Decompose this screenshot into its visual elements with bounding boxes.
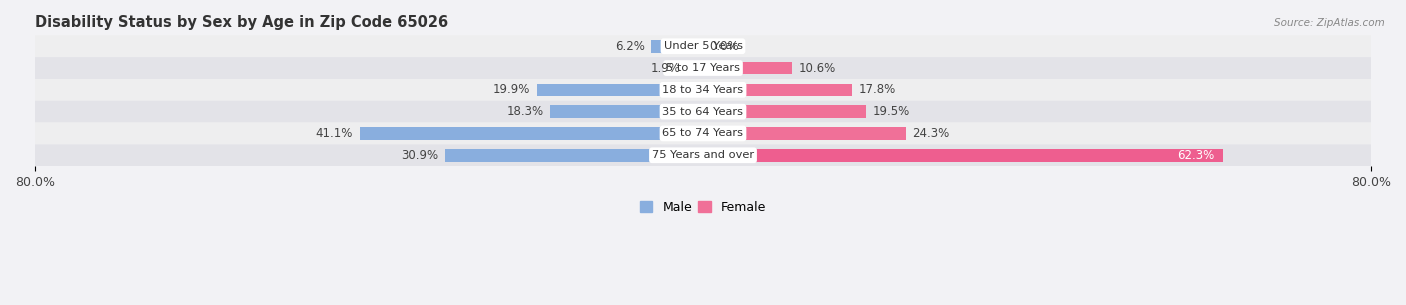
Bar: [651, 40, 703, 52]
FancyBboxPatch shape: [35, 144, 1371, 166]
Text: Source: ZipAtlas.com: Source: ZipAtlas.com: [1274, 18, 1385, 28]
Text: 5 to 17 Years: 5 to 17 Years: [666, 63, 740, 73]
Text: 75 Years and over: 75 Years and over: [652, 150, 754, 160]
FancyBboxPatch shape: [35, 35, 1371, 57]
Text: Disability Status by Sex by Age in Zip Code 65026: Disability Status by Sex by Age in Zip C…: [35, 15, 449, 30]
Text: 30.9%: 30.9%: [401, 149, 439, 162]
Text: 62.3%: 62.3%: [1178, 149, 1215, 162]
Bar: [703, 84, 852, 96]
Text: 35 to 64 Years: 35 to 64 Years: [662, 107, 744, 117]
Bar: [688, 62, 703, 74]
Bar: [703, 127, 905, 140]
Legend: Male, Female: Male, Female: [636, 196, 770, 219]
Text: 19.5%: 19.5%: [873, 105, 910, 118]
Text: 19.9%: 19.9%: [492, 83, 530, 96]
Bar: [703, 149, 1223, 162]
Text: 24.3%: 24.3%: [912, 127, 950, 140]
Text: 17.8%: 17.8%: [858, 83, 896, 96]
FancyBboxPatch shape: [35, 57, 1371, 79]
Bar: [703, 62, 792, 74]
Bar: [444, 149, 703, 162]
FancyBboxPatch shape: [35, 79, 1371, 101]
Text: 6.2%: 6.2%: [614, 40, 644, 53]
Text: 18.3%: 18.3%: [506, 105, 544, 118]
Bar: [537, 84, 703, 96]
FancyBboxPatch shape: [35, 123, 1371, 144]
Text: 18 to 34 Years: 18 to 34 Years: [662, 85, 744, 95]
Text: 41.1%: 41.1%: [316, 127, 353, 140]
Text: Under 5 Years: Under 5 Years: [664, 41, 742, 51]
Text: 1.9%: 1.9%: [651, 62, 681, 74]
Bar: [703, 105, 866, 118]
Text: 0.0%: 0.0%: [710, 40, 740, 53]
FancyBboxPatch shape: [35, 101, 1371, 123]
Bar: [550, 105, 703, 118]
Text: 10.6%: 10.6%: [799, 62, 835, 74]
Bar: [360, 127, 703, 140]
Text: 65 to 74 Years: 65 to 74 Years: [662, 128, 744, 138]
